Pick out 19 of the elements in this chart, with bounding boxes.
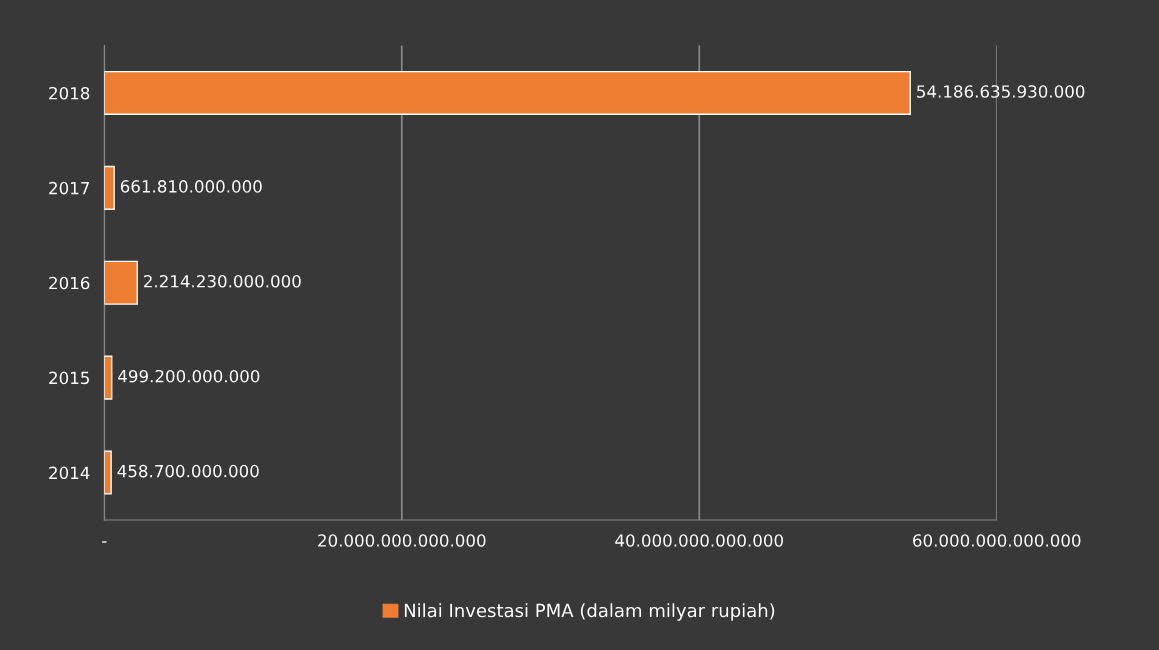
y-tick-label: 2017 (49, 181, 89, 195)
text: 2.214.230.000.000 (144, 274, 301, 288)
legend-label: Nilai Investasi PMA (dalam milyar rupiah) (404, 603, 775, 621)
y-tick-label: 2014 (49, 466, 90, 480)
y-tick-label: 2018 (49, 86, 90, 100)
bar (104, 70, 911, 115)
bar (104, 260, 138, 305)
text: 661.810.000.000 (120, 180, 262, 193)
x-tick-label: 60.000.000.000.000 (913, 534, 1081, 547)
text: 54.186.635.930.000 (917, 85, 1085, 98)
y-tick-label: 2016 (49, 276, 90, 290)
x-tick-label: 20.000.000.000.000 (318, 534, 486, 547)
text: 499.200.000.000 (118, 369, 260, 383)
x-tick-label: 40.000.000.000.000 (615, 534, 783, 547)
bar (104, 165, 115, 210)
bar (104, 450, 112, 495)
y-tick-label: 2015 (49, 371, 89, 385)
text: 458.700.000.000 (117, 464, 259, 478)
x-tick-label: - (102, 541, 107, 543)
